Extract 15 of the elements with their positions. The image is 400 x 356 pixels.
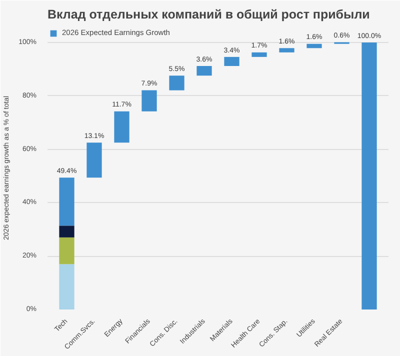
bar <box>169 76 184 90</box>
bar <box>142 90 157 112</box>
bar <box>252 52 267 57</box>
chart-title: Вклад отдельных компаний в общий рост прибыли <box>48 8 370 22</box>
bar <box>114 111 130 143</box>
bar <box>224 56 240 66</box>
bar <box>279 48 294 52</box>
bar <box>59 237 74 264</box>
bar <box>59 178 74 226</box>
bar <box>362 42 377 310</box>
bar <box>306 44 322 48</box>
bar <box>86 142 102 178</box>
bar <box>59 264 74 310</box>
bar <box>196 66 212 76</box>
bar <box>59 226 74 238</box>
